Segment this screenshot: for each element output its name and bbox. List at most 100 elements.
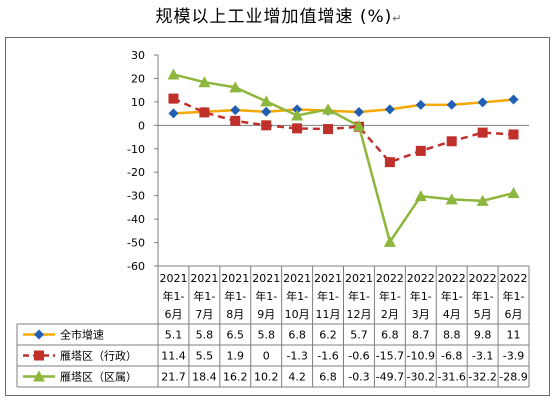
table-value-cell: -28.9 (499, 371, 527, 384)
point-marker-diamond (168, 108, 179, 119)
x-category-label: 3月 (412, 308, 430, 321)
x-category-label: 年1- (441, 289, 463, 303)
table-value-cell: 0 (263, 350, 270, 363)
point-marker-diamond (230, 105, 241, 116)
table-value-cell: 9.8 (474, 329, 492, 342)
point-marker-triangle (476, 194, 489, 206)
point-marker-triangle (352, 120, 365, 132)
legend-series-name: 全市增速 (60, 328, 104, 342)
x-category-label: 8月 (226, 308, 244, 321)
x-category-label: 年1- (255, 289, 277, 303)
point-marker-triangle (383, 235, 396, 247)
x-category-label: 年1- (472, 289, 494, 303)
x-category-label: 年1- (162, 289, 184, 303)
table-value-cell: -31.6 (437, 371, 465, 384)
table-value-cell: -0.6 (348, 350, 369, 363)
y-tick-label: -30 (127, 190, 145, 203)
x-category-label: 4月 (443, 308, 461, 321)
table-value-cell: 5.1 (165, 329, 183, 342)
point-marker-triangle (198, 76, 211, 88)
chart-title: 规模以上工业增加值增速 (%)↵ (0, 2, 558, 27)
point-marker-square (508, 129, 519, 140)
point-marker-diamond (477, 97, 488, 108)
x-category-label: 2021 (190, 272, 218, 285)
point-marker-square (323, 124, 334, 135)
x-category-label: 2021 (345, 272, 373, 285)
x-category-label: 6月 (505, 308, 523, 321)
table-value-cell: -6.8 (441, 350, 462, 363)
point-marker-diamond (508, 94, 519, 105)
series-line (173, 73, 514, 245)
point-marker-square (230, 115, 241, 126)
point-marker-triangle (414, 190, 427, 202)
x-category-label: 年1- (410, 289, 432, 303)
point-marker-triangle (322, 103, 335, 115)
x-category-label: 年1- (503, 289, 525, 303)
x-category-label: 2022 (438, 272, 466, 285)
table-value-cell: 11 (507, 329, 521, 342)
series-line (173, 98, 514, 115)
point-marker-square (477, 127, 488, 138)
y-tick-label: -50 (127, 237, 145, 250)
x-category-label: 2022 (500, 272, 528, 285)
point-marker-square (168, 93, 179, 104)
point-marker-triangle (229, 81, 242, 93)
y-tick-label: 20 (131, 72, 145, 85)
table-value-cell: 11.4 (161, 350, 186, 363)
x-category-label: 7月 (195, 308, 213, 321)
point-marker-square (415, 145, 426, 156)
chart-frame (5, 37, 550, 396)
x-category-label: 2022 (376, 272, 404, 285)
point-marker-diamond (353, 106, 364, 117)
x-category-label: 5月 (474, 308, 492, 321)
y-tick-label: 30 (131, 49, 145, 62)
table-value-cell: 5.8 (196, 329, 214, 342)
table-value-cell: -15.7 (376, 350, 404, 363)
table-value-cell: -0.3 (348, 371, 369, 384)
x-category-label: 年1- (379, 289, 401, 303)
title-return-mark: ↵ (392, 12, 403, 25)
table-value-cell: 8.7 (412, 329, 430, 342)
table-value-cell: 10.2 (254, 371, 279, 384)
point-marker-diamond (292, 104, 303, 115)
point-marker-square (34, 350, 44, 361)
x-category-label: 2021 (314, 272, 342, 285)
table-value-cell: 16.2 (223, 371, 248, 384)
table-value-cell: 6.8 (288, 329, 306, 342)
table-value-cell: 4.2 (288, 371, 306, 384)
table-value-cell: 6.2 (319, 329, 337, 342)
x-category-label: 年1- (348, 289, 370, 303)
table-value-cell: 6.8 (381, 329, 399, 342)
y-tick-label: -20 (127, 166, 145, 179)
x-category-label: 年1- (224, 289, 246, 303)
table-value-cell: 5.8 (257, 329, 275, 342)
table-value-cell: -30.2 (407, 371, 435, 384)
y-tick-label: 0 (138, 119, 145, 132)
chart-title-text: 规模以上工业增加值增速 (%) (155, 7, 393, 27)
point-marker-triangle (445, 193, 458, 205)
point-marker-diamond (384, 104, 395, 115)
point-marker-triangle (167, 68, 180, 80)
table-value-cell: 21.7 (161, 371, 186, 384)
x-category-label: 12月 (346, 308, 371, 321)
table-value-cell: -1.6 (317, 350, 338, 363)
x-category-label: 2021 (283, 272, 311, 285)
table-value-cell: -49.7 (376, 371, 404, 384)
y-tick-label: -60 (127, 260, 145, 273)
point-marker-square (261, 120, 272, 131)
table-value-cell: -32.2 (468, 371, 496, 384)
table-value-cell: -3.9 (503, 350, 524, 363)
x-category-label: 年1- (317, 289, 339, 303)
x-category-label: 年1- (193, 289, 215, 303)
point-marker-triangle (507, 187, 520, 199)
x-category-label: 2021 (221, 272, 249, 285)
x-category-label: 11月 (316, 308, 341, 321)
table-value-cell: -10.9 (407, 350, 435, 363)
x-category-label: 年1- (286, 289, 308, 303)
point-marker-diamond (261, 106, 272, 117)
legend-series-name: 雁塔区（区属） (60, 371, 137, 384)
table-value-cell: 5.5 (196, 350, 214, 363)
y-tick-label: 10 (131, 96, 145, 109)
point-marker-triangle (260, 95, 273, 107)
